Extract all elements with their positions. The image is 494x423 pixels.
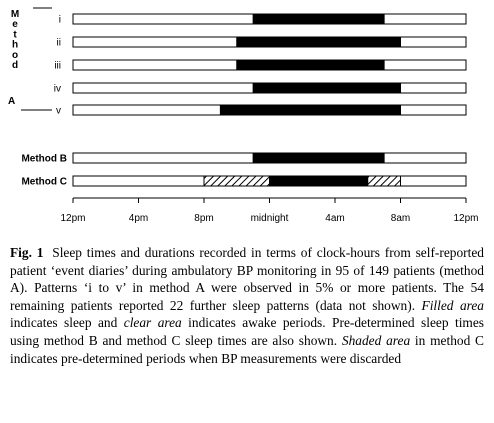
row-label: i (59, 15, 61, 26)
group-label-letter: t (13, 29, 17, 40)
row-label: v (56, 106, 61, 117)
x-tick-label: 4am (325, 213, 344, 224)
sleep-segment (219, 104, 401, 116)
caption-filled-term: Filled area (421, 297, 485, 313)
discarded-segment (367, 175, 401, 187)
sleep-segment (236, 36, 401, 48)
sleep-segment (252, 152, 385, 164)
x-tick-label: 12pm (60, 213, 85, 224)
group-label-letter: h (12, 40, 18, 51)
group-label-tag: A (8, 96, 15, 107)
group-label-letter: o (12, 50, 18, 61)
x-tick-label: 8pm (194, 213, 213, 224)
caption-fig-label: Fig. 1 (10, 245, 44, 260)
row-label: iv (54, 84, 61, 95)
group-label-letter: e (12, 19, 18, 30)
row-label: iii (54, 61, 61, 72)
x-tick-label: 4pm (129, 213, 148, 224)
caption-text-4: in method C indicates pre-determined per… (10, 332, 484, 366)
sleep-segment (269, 175, 369, 187)
row-label: Method C (21, 177, 67, 188)
row-label: Method B (21, 154, 67, 165)
x-tick-label: midnight (251, 213, 289, 224)
caption-clear-term: clear area (123, 315, 182, 331)
caption-text-2: indicates sleep and (10, 315, 124, 331)
x-tick-label: 12pm (453, 213, 478, 224)
method-a-group-label: Method A (8, 7, 52, 111)
group-label-letter: M (11, 9, 19, 20)
caption-shaded-term: Shaded area (341, 332, 411, 348)
discarded-segment (203, 175, 270, 187)
sleep-segment (236, 59, 385, 71)
figure-caption: Fig. 1 Sleep times and durations recorde… (10, 244, 484, 367)
sleep-segment (252, 13, 385, 25)
group-label-letter: d (12, 60, 18, 71)
x-axis: 12pm 4pm 8pm midnight 4am 8am 12pm (60, 197, 479, 224)
sleep-segment (252, 82, 401, 94)
x-tick-label: 8am (391, 213, 410, 224)
caption-text-3: indicates awake periods. Pre-determined … (10, 315, 484, 348)
caption-text-1: Sleep times and durations recorded in te… (10, 245, 484, 313)
row-label: ii (57, 38, 61, 49)
